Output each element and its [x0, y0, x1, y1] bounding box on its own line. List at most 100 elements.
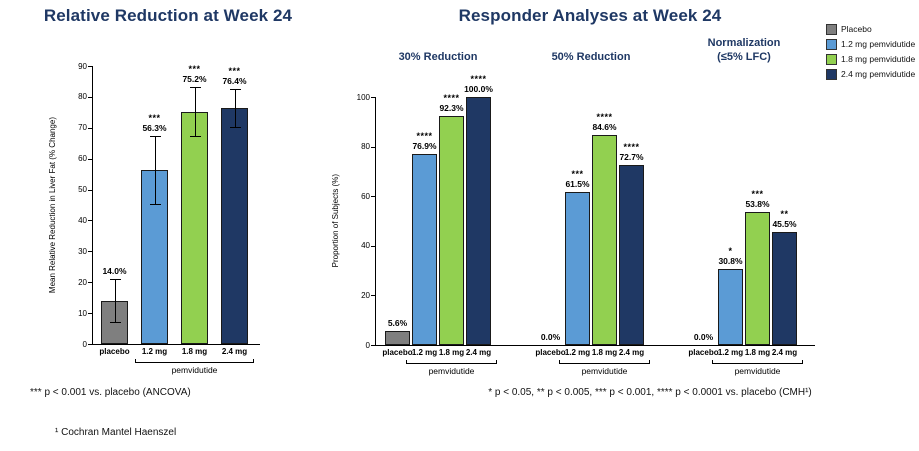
y-tick-label: 100: [356, 92, 370, 102]
x-axis-label: placebo: [535, 348, 566, 357]
x-axis-label: 2.4 mg: [618, 348, 645, 357]
x-axis-label: 2.4 mg: [771, 348, 798, 357]
cmh-footnote: * p < 0.05, ** p < 0.005, *** p < 0.001,…: [488, 387, 812, 398]
error-cap: [189, 136, 201, 138]
bar-value-label: 56.3%: [142, 123, 167, 134]
y-axis: [92, 66, 93, 344]
y-tick: [88, 96, 92, 98]
significance-label: **: [780, 209, 789, 220]
bar-value-label: 45.5%: [772, 219, 797, 230]
group-title: 50% Reduction: [516, 34, 666, 64]
significance-label: ****: [596, 112, 613, 123]
bar: [592, 135, 617, 345]
legend-label: Placebo: [841, 24, 872, 34]
error-cap: [189, 87, 201, 88]
y-tick: [88, 220, 92, 222]
legend-item: 1.8 mg pemvidutide: [826, 54, 915, 65]
significance-label: *: [728, 245, 733, 256]
relative-reduction-chart: 0 10 20 30 40 50 60 70 80 90 Mean Relative Reducti…: [30, 52, 292, 384]
y-axis-title: Proportion of Subjects (%): [329, 97, 342, 345]
group-title-line: 50% Reduction: [551, 51, 631, 63]
bar-value-label: 100.0%: [464, 84, 493, 94]
legend-swatch: [826, 69, 837, 80]
pemvidutide-label: pemvidutide: [171, 365, 218, 375]
bar: [181, 111, 208, 344]
bar: [619, 164, 644, 345]
y-tick: [88, 66, 92, 67]
x-axis-label: placebo: [99, 347, 130, 356]
pemvidutide-label: pemvidutide: [734, 366, 781, 376]
group-title-line: Normalization: [707, 37, 781, 49]
bar: [466, 97, 491, 345]
x-axis: [375, 345, 815, 346]
x-axis-label: 1.8 mg: [744, 348, 771, 357]
y-tick-label: 0: [365, 340, 370, 350]
error-bar: [154, 136, 156, 205]
y-tick: [371, 146, 375, 148]
responder-analyses-chart: 0 20 40 60 80 100 Proportion of Subjects (%) 5.…: [330, 30, 892, 384]
y-tick-label: 80: [78, 92, 87, 102]
y-tick-label: 20: [361, 290, 370, 300]
cochran-footnote: ¹ Cochran Mantel Haenszel: [55, 427, 177, 438]
significance-label: ****: [623, 141, 640, 152]
y-tick-label: 90: [78, 61, 87, 71]
y-tick: [88, 282, 92, 284]
bar: [718, 268, 743, 345]
y-axis-title: Mean Relative Reduction in Liver Fat (% …: [46, 66, 59, 344]
left-chart-title: Relative Reduction at Week 24: [43, 6, 293, 25]
y-tick-label: 60: [78, 154, 87, 164]
legend-swatch: [826, 39, 837, 50]
pemvidutide-bracket: [406, 360, 497, 364]
group-title-line: (≤5% LFC): [717, 51, 771, 63]
x-axis-label: 1.2 mg: [564, 348, 591, 357]
x-axis-label: 2.4 mg: [221, 347, 248, 356]
y-tick: [371, 295, 375, 297]
bar: [385, 331, 410, 345]
error-cap: [149, 204, 161, 206]
bar-value-label: 75.2%: [182, 74, 207, 84]
group-title: 30% Reduction: [363, 34, 513, 64]
x-axis-label: 1.2 mg: [717, 348, 744, 357]
group-title-line: 30% Reduction: [398, 51, 478, 63]
bar-value-label: 72.7%: [619, 151, 644, 162]
pemvidutide-label: pemvidutide: [428, 366, 475, 376]
legend: Placebo 1.2 mg pemvidutide 1.8 mg pemvidut…: [826, 24, 915, 84]
y-tick: [371, 97, 375, 98]
group-title: Normalization (≤5% LFC): [669, 34, 819, 64]
x-axis: [92, 344, 260, 345]
pemvidutide-bracket: [712, 360, 803, 364]
bar: [772, 232, 797, 345]
y-tick: [371, 196, 375, 198]
y-axis-title-text: Proportion of Subjects (%): [331, 174, 340, 268]
y-tick: [88, 313, 92, 315]
legend-item: 1.2 mg pemvidutide: [826, 39, 915, 50]
legend-swatch: [826, 24, 837, 35]
bar: [221, 108, 248, 344]
y-tick-label: 40: [78, 215, 87, 225]
bar-value-label: 0.0%: [540, 332, 561, 342]
y-axis: [375, 97, 376, 345]
x-axis-label: placebo: [688, 348, 719, 357]
legend-label: 1.8 mg pemvidutide: [841, 54, 916, 64]
bar-value-label: 53.8%: [745, 198, 770, 209]
error-bar: [194, 87, 196, 137]
error-cap: [149, 136, 161, 138]
significance-label: ***: [148, 113, 161, 124]
x-axis-label: 1.8 mg: [438, 348, 465, 357]
significance-label: ****: [416, 131, 433, 142]
y-tick-label: 50: [78, 185, 87, 195]
pemvidutide-bracket: [135, 359, 254, 363]
y-tick-label: 70: [78, 123, 87, 133]
significance-label: ****: [470, 74, 487, 84]
x-axis-label: 1.8 mg: [591, 348, 618, 357]
error-bar: [234, 89, 236, 127]
significance-label: ***: [751, 188, 764, 199]
bar-value-label: 76.9%: [412, 141, 437, 152]
y-tick-label: 60: [361, 191, 370, 201]
x-axis-label: 1.8 mg: [181, 347, 208, 356]
legend-item: Placebo: [826, 24, 915, 35]
bar-value-label: 30.8%: [718, 255, 743, 266]
x-axis-label: 2.4 mg: [465, 348, 492, 357]
x-axis-label: 1.2 mg: [411, 348, 438, 357]
